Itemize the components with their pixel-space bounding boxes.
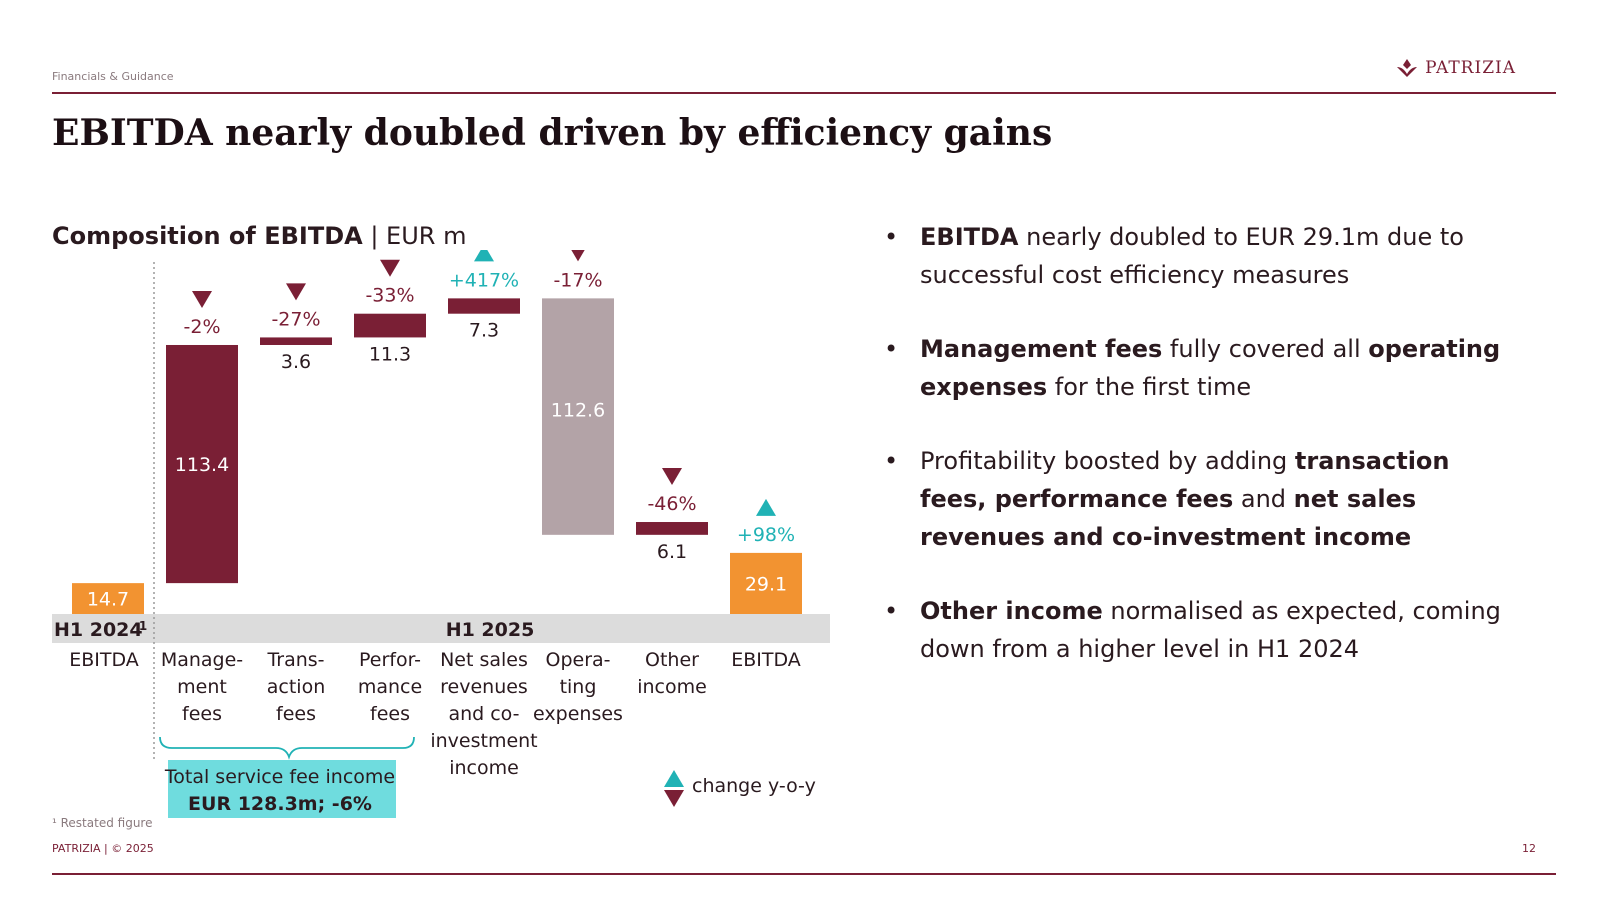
bar-value-label: 113.4 [175,454,229,476]
page-number: 12 [1522,842,1536,855]
bullet-bold-text: net sales revenues and co-investment inc… [920,485,1417,551]
bullet-text: nearly doubled to EUR 29.1m due to succe… [920,223,1464,289]
bar-4 [448,298,520,314]
bullet-marker: • [884,335,899,363]
patrizia-logo-icon [1397,59,1418,77]
bar-change-label: -27% [271,308,320,330]
bar-7 [730,552,802,614]
category-label: fees [276,703,316,725]
bottom-divider [52,873,1556,875]
category-label: Manage- [161,649,243,671]
chart-title-bold: Composition of EBITDA [52,222,363,250]
category-label: Opera- [545,649,610,671]
category-label: income [449,757,519,779]
legend-increase-icon [664,770,684,787]
bullet-item: • EBITDA nearly doubled to EUR 29.1m due … [870,218,1520,294]
legend-label: change y-o-y [692,775,816,797]
bar-value-label: 7.3 [469,320,499,342]
decrease-triangle-icon [380,259,400,277]
bullet-marker: • [884,597,899,625]
bar-value-label: 3.6 [281,351,311,373]
category-label: Net sales [440,649,528,671]
category-label: Other [645,649,699,671]
category-label: fees [182,703,222,725]
bullet-bold-text: EBITDA [920,223,1019,251]
bullet-text: for the first time [1047,373,1252,401]
bar-change-label: +98% [737,524,795,546]
category-label: EBITDA [69,649,139,671]
footer-copyright: PATRIZIA | © 2025 [52,842,154,855]
category-label: expenses [533,703,623,725]
bar-value-label: 29.1 [745,573,787,595]
bar-change-label: -33% [365,285,414,307]
bar-change-label: -17% [553,269,602,291]
fee-income-box-title: Total service fee income [164,766,395,788]
period-band [52,614,830,643]
category-label: EBITDA [731,649,801,671]
category-label: revenues [440,676,528,698]
decrease-triangle-icon [662,468,682,486]
bar-value-label: 112.6 [551,400,605,422]
bullet-item: • Management fees fully covered all opera… [870,330,1520,406]
chart-title-unit: | EUR m [362,222,467,250]
decrease-triangle-icon [286,283,306,301]
category-label: income [637,676,707,698]
key-points-list: • EBITDA nearly doubled to EUR 29.1m due … [870,218,1520,704]
bullet-item: • Other income normalised as expected, co… [870,592,1520,668]
bullet-text: Profitability boosted by adding [920,447,1295,475]
bar-change-label: -2% [184,316,221,338]
bar-6 [636,522,708,535]
footnote: ¹ Restated figure [52,816,153,830]
fee-income-brace [159,736,415,760]
fee-income-box-value: EUR 128.3m; -6% [188,793,372,815]
bullet-bold-text: transaction fees, performance fees [920,447,1450,513]
bullet-bold-text: Management fees [920,335,1163,363]
bar-change-label: +417% [449,269,519,291]
period-label-h1-2025: H1 2025 [446,619,535,641]
decrease-triangle-icon [571,250,585,262]
bar-1 [166,344,238,584]
period-label-h1-2024: H1 2024 [54,619,143,641]
increase-triangle-icon [474,250,494,262]
legend-decrease-icon [664,790,684,807]
bullet-marker: • [884,447,899,475]
category-label: action [267,676,325,698]
category-label: Perfor- [359,649,421,671]
section-label: Financials & Guidance [52,70,174,83]
bar-value-label: 11.3 [369,343,411,365]
increase-triangle-icon [756,498,776,516]
category-label: ting [560,676,597,698]
bullet-bold-text: Other income [920,597,1103,625]
patrizia-logo: PATRIZIA [1395,58,1516,78]
logo-text: PATRIZIA [1425,58,1516,78]
category-label: mance [358,676,422,698]
category-label: fees [370,703,410,725]
fee-income-box [168,760,396,818]
bar-change-label: -46% [647,493,696,515]
bullet-marker: • [884,223,899,251]
category-label: ment [177,676,227,698]
bullet-bold-text: operating expenses [920,335,1501,401]
category-label: investment [430,730,537,752]
bullet-text: normalised as expected, coming down from… [920,597,1501,663]
bullet-item: • Profitability boosted by adding transac… [870,442,1520,556]
category-label: and co- [448,703,519,725]
bar-value-label: 14.7 [87,589,129,611]
bar-2 [260,337,332,345]
period-footnote-marker: 1 [139,619,147,633]
bar-5 [542,298,614,535]
chart-title: Composition of EBITDA | EUR m [52,222,466,250]
decrease-triangle-icon [192,290,212,308]
category-label: Trans- [266,649,324,671]
page-title: EBITDA nearly doubled driven by efficien… [52,112,1053,154]
bullet-text: and [1233,485,1294,513]
bar-0 [72,583,144,614]
bullet-text: fully covered all [1162,335,1369,363]
top-divider [52,92,1556,94]
bar-value-label: 6.1 [657,541,687,563]
bar-3 [354,313,426,338]
